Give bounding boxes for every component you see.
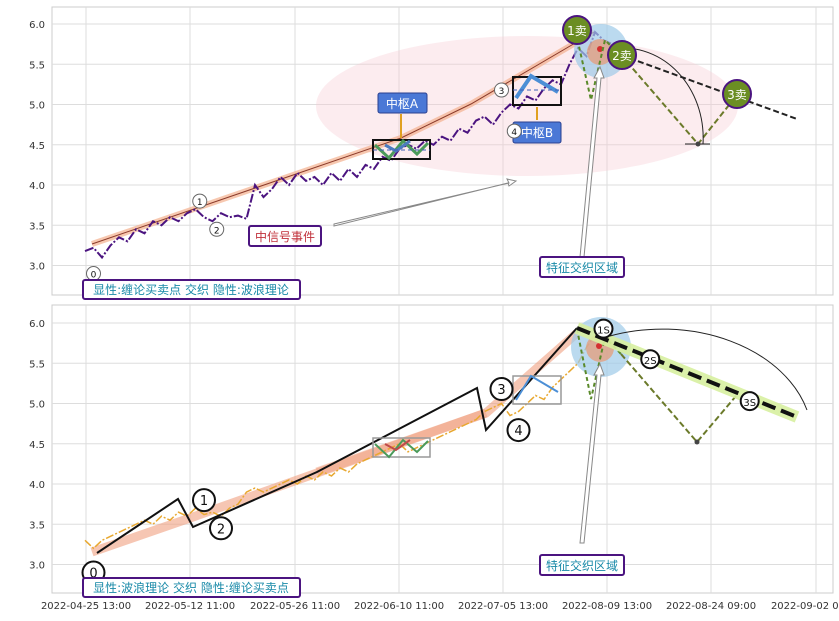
bottom-sell-zone-dot bbox=[596, 343, 602, 349]
y-tick-6: 3.0 bbox=[29, 561, 45, 572]
wave-marker-5 bbox=[593, 318, 614, 339]
wave-marker-label-0: 0 bbox=[91, 271, 97, 281]
bottom-wave-line bbox=[96, 327, 578, 554]
bottom-sell-arc bbox=[609, 328, 808, 411]
bottom-sell-base-dot bbox=[694, 439, 700, 445]
bottom-y-tick-labels: 6.0 5.5 5.0 4.5 4.0 3.5 3.0 bbox=[29, 319, 45, 572]
wave-marker-6 bbox=[640, 349, 661, 370]
sell-point-2-label: 2卖 bbox=[612, 49, 632, 63]
bottom-sell-projection bbox=[620, 353, 737, 444]
sell-point-2 bbox=[607, 40, 637, 70]
bottom-zhongshu-a-box bbox=[372, 437, 431, 458]
wave-marker-label-6: 2S bbox=[644, 356, 657, 367]
y-tick-5: 3.5 bbox=[29, 221, 45, 232]
zhongshu-b-box bbox=[512, 76, 562, 106]
x-tick-1: 2022-05-12 11:00 bbox=[145, 601, 235, 612]
sell-base-dot bbox=[695, 141, 701, 147]
wave-marker-3 bbox=[494, 82, 509, 98]
x-tick-0: 2022-04-25 13:00 bbox=[41, 601, 131, 612]
bottom-wave-markers: 0 12 3 4 1S 2S 3S bbox=[81, 318, 760, 585]
wave-marker-label-2: 2 bbox=[217, 522, 225, 537]
sell-arc bbox=[621, 47, 704, 145]
wave-marker-label-1: 1 bbox=[197, 198, 203, 208]
y-tick-3: 4.5 bbox=[29, 440, 45, 451]
wave-marker-label-3: 3 bbox=[497, 383, 505, 398]
top-legend-label: 显性:缠论买卖点 交织 隐性:波浪理论 bbox=[93, 282, 289, 297]
top-wave-markers: 0 1 2 3 4 bbox=[86, 82, 522, 282]
wave-marker-label-4: 4 bbox=[514, 424, 522, 439]
feature-zone-arrow-bottom bbox=[579, 362, 605, 544]
zhongshu-a-wave-2 bbox=[384, 139, 411, 153]
x-tick-3: 2022-06-10 11:00 bbox=[354, 601, 444, 612]
feature-zone-label-top: 特征交织区域 bbox=[546, 260, 618, 275]
x-tick-5: 2022-08-09 13:00 bbox=[562, 601, 652, 612]
bottom-zhongshu-a-wave bbox=[374, 438, 429, 459]
wave-marker-2 bbox=[209, 516, 233, 541]
zhongshu-b-label: 中枢B bbox=[521, 125, 553, 140]
wave-marker-4 bbox=[506, 418, 531, 443]
wave-marker-label-4: 4 bbox=[511, 128, 517, 138]
y-tick-4: 4.0 bbox=[29, 181, 45, 192]
sell-zone-dot bbox=[597, 46, 603, 52]
y-tick-3: 4.5 bbox=[29, 141, 45, 152]
wave-marker-label-0: 0 bbox=[89, 567, 97, 582]
bottom-price-line bbox=[84, 326, 605, 550]
top-trend-line bbox=[91, 31, 595, 245]
x-tick-4: 2022-07-05 13:00 bbox=[458, 601, 548, 612]
y-tick-0: 6.0 bbox=[29, 319, 45, 330]
y-tick-2: 5.0 bbox=[29, 101, 45, 112]
wave-marker-4 bbox=[506, 123, 522, 139]
zhongshu-b-wave bbox=[514, 73, 560, 100]
top-price-line bbox=[84, 30, 622, 260]
wave-marker-label-2: 2 bbox=[214, 226, 220, 236]
bottom-sell-zigzag bbox=[576, 328, 622, 400]
wave-marker-1 bbox=[192, 488, 216, 513]
bottom-sell-trend-glow bbox=[574, 322, 800, 423]
wave-marker-label-1: 1 bbox=[200, 494, 208, 509]
wave-marker-label-7: 3S bbox=[743, 398, 756, 409]
feature-zone-label-bottom: 特征交织区域 bbox=[546, 558, 618, 573]
y-tick-1: 5.5 bbox=[29, 60, 45, 71]
x-tick-7: 2022-09-02 09:00 bbox=[771, 601, 839, 612]
wave-marker-7 bbox=[739, 391, 760, 412]
x-tick-6: 2022-08-24 09:00 bbox=[666, 601, 756, 612]
sell-point-1-label: 1卖 bbox=[567, 24, 587, 38]
signal-event-label: 中信号事件 bbox=[255, 229, 315, 244]
wave-marker-1 bbox=[192, 193, 208, 209]
sell-point-3-label: 3卖 bbox=[727, 88, 747, 102]
wave-marker-2 bbox=[209, 221, 225, 237]
feature-zone-box-top bbox=[539, 256, 625, 278]
bottom-zhongshu-a-wave-2 bbox=[384, 439, 411, 452]
zhongshu-a-label-box bbox=[377, 92, 428, 114]
zhongshu-a-label: 中枢A bbox=[386, 96, 419, 111]
wave-marker-label-3: 3 bbox=[499, 87, 505, 97]
zhongshu-a-wave bbox=[373, 138, 430, 161]
y-tick-6: 3.0 bbox=[29, 262, 45, 273]
top-y-tick-labels: 6.0 5.5 5.0 4.5 4.0 3.5 3.0 bbox=[29, 20, 45, 273]
sell-point-1 bbox=[562, 15, 592, 45]
feature-zone-arrow-top bbox=[579, 65, 605, 258]
bottom-zhongshu-b-wave bbox=[515, 374, 559, 401]
bottom-legend-label: 显性:波浪理论 交织 隐性:缠论买卖点 bbox=[93, 580, 289, 595]
feature-zone-box-bottom bbox=[539, 554, 625, 576]
y-tick-1: 5.5 bbox=[29, 359, 45, 370]
top-panel: 6.0 5.5 5.0 4.5 4.0 3.5 3.0 中枢A 中枢B 1卖 bbox=[29, 6, 834, 300]
bottom-panel: 6.0 5.5 5.0 4.5 4.0 3.5 3.0 0 12 3 4 1S 2S 3S 特征交织区域… bbox=[29, 304, 834, 598]
y-tick-5: 3.5 bbox=[29, 520, 45, 531]
top-legend-box bbox=[82, 279, 301, 300]
y-tick-4: 4.0 bbox=[29, 480, 45, 491]
x-tick-2: 2022-05-26 11:00 bbox=[250, 601, 340, 612]
wave-marker-3 bbox=[489, 377, 514, 402]
wave-marker-label-5: 1S bbox=[597, 326, 610, 337]
sell-trend-line bbox=[620, 54, 798, 120]
x-tick-labels: 2022-04-25 13:00 2022-05-12 11:00 2022-05-… bbox=[41, 601, 839, 612]
y-tick-2: 5.0 bbox=[29, 400, 45, 411]
sell-point-3 bbox=[722, 79, 752, 109]
signal-event-box bbox=[248, 225, 322, 247]
signal-event-arrow bbox=[333, 178, 518, 227]
y-tick-0: 6.0 bbox=[29, 20, 45, 31]
bottom-legend-box bbox=[82, 577, 301, 598]
